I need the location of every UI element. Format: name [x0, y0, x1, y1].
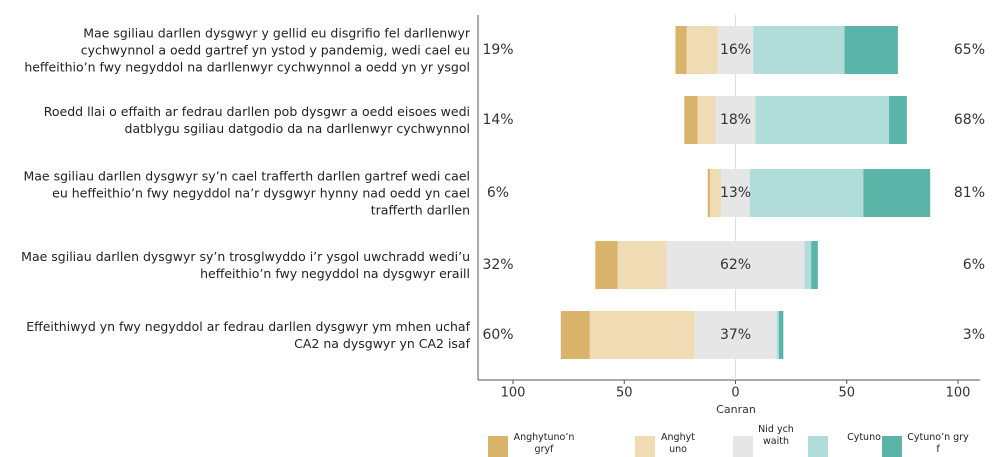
legend-label: Cytuno’n gryf	[907, 432, 969, 455]
bar-segment	[863, 169, 931, 217]
legend-swatch	[733, 436, 753, 457]
bar-segment	[715, 96, 756, 144]
data-label: 62%	[720, 257, 751, 273]
bar-segment	[717, 26, 754, 74]
category-label: Mae sgiliau darllen dysgwyr y gellid eu …	[24, 25, 470, 75]
right-total-label: 68%	[954, 112, 985, 128]
bar-segment	[686, 26, 718, 74]
legend-label: Nid ychwaith	[758, 424, 794, 447]
right-total-label: 65%	[954, 42, 985, 58]
right-total-label: 3%	[963, 327, 985, 343]
left-total-label: 14%	[482, 112, 513, 128]
left-total-label: 19%	[482, 42, 513, 58]
bar-segment	[707, 169, 710, 217]
bar-segment	[889, 96, 907, 144]
category-label: Mae sgiliau darllen dysgwyr sy’n cael tr…	[23, 168, 470, 218]
category-label: Mae sgiliau darllen dysgwyr sy’n trosglw…	[21, 249, 470, 281]
category-label: Roedd llai o effaith ar fedrau darllen p…	[43, 104, 470, 136]
bar-segment	[675, 26, 687, 74]
bar-segment	[755, 96, 890, 144]
bar-segment	[666, 241, 805, 289]
bar-segment	[589, 311, 695, 359]
x-tick-label: 0	[731, 386, 739, 401]
bar-segment	[753, 26, 845, 74]
x-tick-label: 50	[838, 386, 855, 401]
bar-segment	[778, 311, 784, 359]
x-tick-label: 100	[946, 386, 971, 401]
right-total-label: 6%	[963, 257, 985, 273]
legend-label: Anghytuno	[661, 432, 695, 455]
legend-label: Anghytuno’n gryf	[513, 432, 575, 455]
left-total-label: 60%	[482, 327, 513, 343]
data-label: 18%	[720, 112, 751, 128]
legend-swatch	[488, 436, 508, 457]
left-total-label: 6%	[487, 185, 509, 201]
bar-segment	[694, 311, 777, 359]
right-total-label: 81%	[954, 185, 985, 201]
bar-segment	[595, 241, 618, 289]
x-tick-label: 100	[501, 386, 526, 401]
data-label: 37%	[720, 327, 751, 343]
x-tick-label: 50	[616, 386, 633, 401]
bar-segment	[811, 241, 818, 289]
legend-swatch	[635, 436, 655, 457]
left-total-label: 32%	[482, 257, 513, 273]
bar-segment	[804, 241, 812, 289]
bar-segment	[560, 311, 590, 359]
bar-segment	[776, 311, 779, 359]
legend-swatch	[808, 436, 828, 457]
bar-segment	[697, 96, 716, 144]
bar-segment	[709, 169, 722, 217]
data-label: 16%	[720, 42, 751, 58]
x-axis-label: Canran	[716, 403, 756, 416]
bar-segment	[684, 96, 698, 144]
bar-segment	[617, 241, 667, 289]
bar-segment	[749, 169, 864, 217]
legend-swatch	[882, 436, 902, 457]
category-label: Effeithiwyd yn fwy negyddol ar fedrau da…	[26, 319, 470, 351]
bar-segment	[721, 169, 750, 217]
bar-segment	[844, 26, 898, 74]
legend-label: Cytuno	[847, 432, 881, 443]
data-label: 13%	[720, 185, 751, 201]
